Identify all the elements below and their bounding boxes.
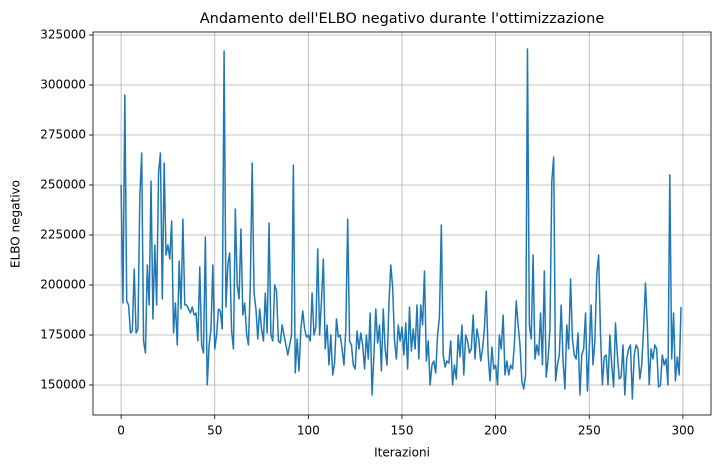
y-tick-label: 300000 [40, 78, 86, 92]
x-axis-label: Iterazioni [374, 446, 430, 460]
y-tick-label: 250000 [40, 178, 86, 192]
x-tick-label: 50 [207, 424, 222, 438]
y-tick-label: 325000 [40, 28, 86, 42]
y-tick-label: 175000 [40, 328, 86, 342]
plot-frame [92, 31, 712, 416]
x-tick-label: 100 [297, 424, 320, 438]
chart-title: Andamento dell'ELBO negativo durante l'o… [200, 11, 605, 27]
x-tick-label: 300 [671, 424, 694, 438]
x-tick-label: 250 [578, 424, 601, 438]
x-tick-label: 0 [117, 424, 125, 438]
y-axis-label: ELBO negativo [9, 180, 23, 268]
y-tick-label: 225000 [40, 228, 86, 242]
data-line [120, 48, 682, 400]
y-tick-label: 150000 [40, 378, 86, 392]
y-tick-label: 200000 [40, 278, 86, 292]
x-tick-label: 150 [391, 424, 414, 438]
x-tick-label: 200 [484, 424, 507, 438]
y-tick-label: 275000 [40, 128, 86, 142]
